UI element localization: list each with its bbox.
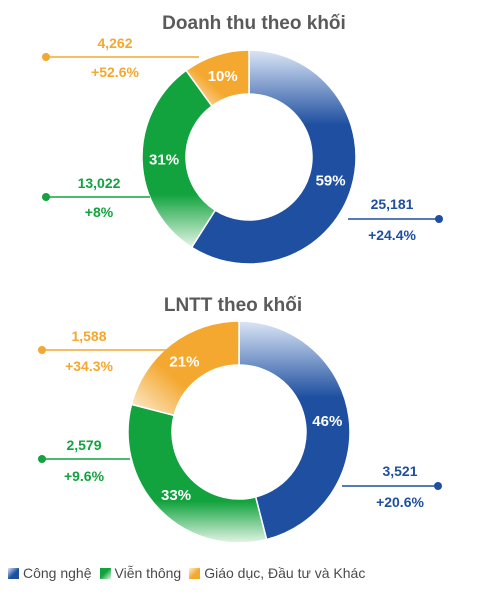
callout-edu: 4,262 +52.6%: [42, 35, 199, 80]
share-label: 10%: [208, 68, 238, 85]
value-label: 4,262: [97, 35, 132, 51]
value-label: 1,588: [71, 328, 106, 344]
legend-label: Giáo dục, Đầu tư và Khác: [204, 565, 366, 581]
growth-label: +24.4%: [368, 227, 416, 243]
chart-revenue: Doanh thu theo khối 59% 31% 10% 4,262 +52.…: [42, 13, 443, 265]
share-label: 46%: [312, 413, 342, 430]
growth-label: +34.3%: [65, 358, 113, 374]
callout-tech: 3,521 +20.6%: [342, 463, 442, 510]
legend-label: Viễn thông: [114, 565, 182, 581]
callout-tech: 25,181 +24.4%: [348, 196, 443, 243]
donut-revenue: 59% 31% 10%: [141, 49, 357, 265]
share-label: 21%: [169, 354, 199, 371]
slice-edu: [130, 320, 240, 417]
legend-item-telecom: Viễn thông: [99, 565, 182, 581]
growth-label: +52.6%: [91, 64, 139, 80]
value-label: 3,521: [382, 463, 417, 479]
share-label: 59%: [316, 173, 346, 190]
callout-edu: 1,588 +34.3%: [38, 328, 176, 374]
donut-profit: 46% 33% 21%: [127, 320, 351, 544]
value-label: 13,022: [78, 175, 121, 191]
growth-label: +9.6%: [64, 468, 105, 484]
legend-item-edu: Giáo dục, Đầu tư và Khác: [189, 565, 365, 581]
share-label: 33%: [161, 487, 191, 504]
callout-telecom: 13,022 +8%: [42, 175, 150, 220]
legend-item-tech: Công nghệ: [8, 565, 92, 581]
callout-telecom: 2,579 +9.6%: [38, 437, 130, 484]
value-label: 25,181: [371, 196, 414, 212]
slice-telecom: [141, 69, 217, 249]
legend-swatch: [8, 567, 19, 579]
value-label: 2,579: [66, 437, 101, 453]
legend-label: Công nghệ: [23, 565, 92, 581]
share-label: 31%: [149, 152, 179, 169]
slice-edu: [185, 49, 250, 108]
slice-telecom: [127, 403, 268, 544]
legend-swatch: [189, 567, 201, 579]
chart-title: LNTT theo khối: [164, 295, 302, 316]
legend: Công nghệ Viễn thông Giáo dục, Đầu tư và…: [8, 565, 373, 581]
chart-title: Doanh thu theo khối: [162, 13, 346, 34]
legend-swatch: [99, 567, 111, 579]
growth-label: +8%: [85, 204, 114, 220]
slice-tech: [238, 320, 351, 541]
chart-profit: LNTT theo khối 46% 33% 21% 1,588 +34.3% 2,…: [38, 295, 442, 544]
slice-tech: [190, 49, 357, 265]
growth-label: +20.6%: [376, 494, 424, 510]
